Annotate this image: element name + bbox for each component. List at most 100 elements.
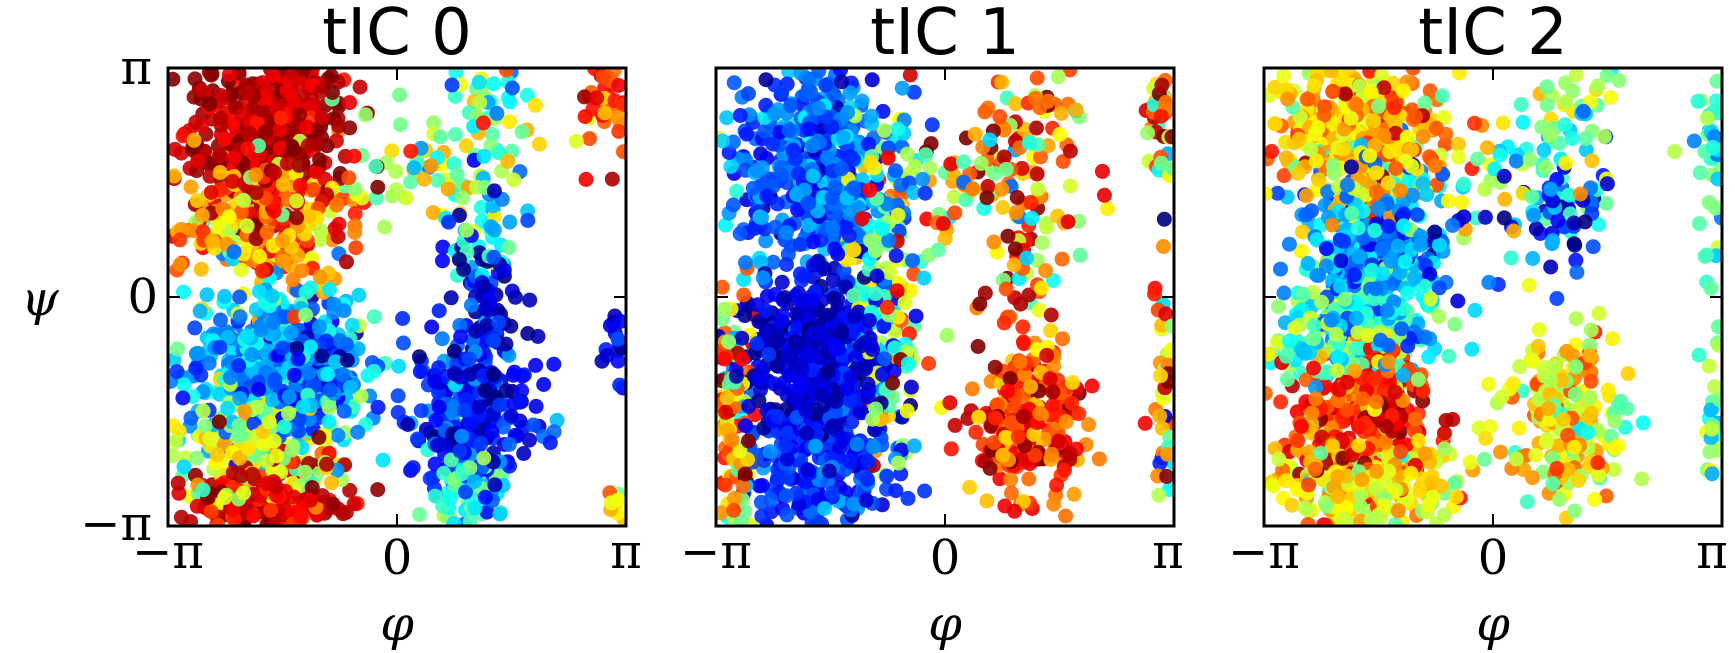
scatter-point bbox=[239, 328, 255, 344]
scatter-point bbox=[732, 108, 748, 123]
scatter-point bbox=[890, 207, 906, 223]
scatter-point bbox=[446, 516, 462, 526]
scatter-point bbox=[502, 94, 518, 110]
scatter-point bbox=[502, 114, 518, 130]
scatter-point bbox=[253, 322, 269, 338]
scatter-point bbox=[299, 119, 315, 135]
scatter-point bbox=[479, 504, 495, 520]
scatter-point bbox=[462, 351, 477, 367]
scatter-point bbox=[335, 366, 350, 382]
scatter-point bbox=[719, 110, 735, 126]
scatter-point bbox=[788, 151, 803, 167]
scatter-point bbox=[520, 212, 536, 228]
scatter-point bbox=[1033, 149, 1048, 165]
scatter-point bbox=[847, 308, 863, 324]
scatter-point bbox=[964, 381, 980, 397]
scatter-point bbox=[1062, 143, 1078, 159]
scatter-point bbox=[973, 155, 989, 171]
scatter-point bbox=[1159, 468, 1174, 484]
scatter-point bbox=[231, 418, 247, 434]
scatter-point bbox=[273, 110, 289, 126]
scatter-point bbox=[846, 242, 862, 258]
scatter-point bbox=[779, 257, 794, 272]
scatter-point bbox=[370, 179, 386, 195]
scatter-point bbox=[971, 409, 987, 425]
scatter-point bbox=[725, 134, 741, 150]
scatter-point bbox=[301, 366, 317, 381]
scatter-point bbox=[879, 299, 895, 315]
scatter-point bbox=[1635, 415, 1651, 431]
scatter-point bbox=[416, 171, 432, 187]
scatter-point bbox=[499, 68, 514, 78]
scatter-point bbox=[190, 153, 206, 169]
scatter-point bbox=[272, 140, 288, 156]
scatter-point bbox=[612, 377, 626, 393]
scatter-point bbox=[615, 97, 626, 113]
scatter-point bbox=[201, 355, 217, 371]
scatter-point bbox=[314, 488, 330, 504]
scatter-point bbox=[352, 79, 368, 95]
scatter-point bbox=[972, 296, 988, 312]
scatter-point bbox=[1476, 451, 1492, 467]
scatter-point bbox=[339, 254, 354, 270]
scatter-point bbox=[448, 68, 464, 80]
scatter-point bbox=[392, 117, 408, 133]
scatter-point bbox=[965, 181, 981, 197]
scatter-point bbox=[1045, 397, 1061, 413]
scatter-point bbox=[327, 221, 343, 237]
scatter-point bbox=[305, 182, 321, 198]
scatter-point bbox=[854, 405, 870, 421]
scatter-point bbox=[409, 431, 425, 447]
scatter-point bbox=[330, 427, 346, 443]
scatter-point bbox=[732, 226, 748, 242]
scatter-point bbox=[210, 219, 226, 235]
scatter-point bbox=[805, 168, 821, 184]
scatter-point bbox=[348, 240, 364, 256]
scatter-point bbox=[467, 500, 483, 516]
scatter-point bbox=[826, 418, 841, 434]
panel-tic-1: tIC 1 −π 0 π φ bbox=[680, 0, 1184, 652]
scatter-point bbox=[799, 425, 815, 441]
scatter-point bbox=[726, 502, 742, 518]
scatter-point bbox=[342, 380, 358, 395]
scatter-point bbox=[724, 432, 740, 448]
scatter-point bbox=[353, 388, 369, 404]
scatter-point bbox=[297, 464, 313, 480]
scatter-point bbox=[486, 76, 502, 92]
scatter-point bbox=[431, 399, 447, 415]
scatter-point bbox=[168, 71, 181, 87]
scatter-point bbox=[798, 403, 814, 418]
scatter-point bbox=[258, 124, 273, 140]
scatter-point bbox=[1598, 195, 1614, 211]
scatter-point bbox=[1701, 358, 1717, 374]
scatter-point bbox=[728, 368, 744, 384]
scatter-point bbox=[958, 192, 974, 208]
scatter-point bbox=[801, 195, 817, 211]
scatter-point bbox=[188, 114, 204, 130]
scatter-point bbox=[210, 517, 226, 526]
scatter-point bbox=[413, 403, 429, 419]
scatter-point bbox=[294, 263, 310, 279]
scatter-point bbox=[781, 68, 797, 79]
scatter-point bbox=[943, 156, 959, 172]
scatter-point bbox=[240, 141, 256, 157]
scatter-point bbox=[994, 181, 1010, 197]
scatter-point bbox=[805, 234, 821, 250]
scatter-point bbox=[924, 117, 940, 133]
scatter-point bbox=[717, 301, 733, 317]
scatter-point bbox=[1002, 371, 1018, 386]
scatter-point bbox=[265, 68, 281, 84]
scatter-point bbox=[737, 308, 753, 324]
scatter-point bbox=[266, 433, 282, 449]
scatter-point bbox=[842, 392, 858, 408]
scatter-point bbox=[774, 167, 790, 183]
scatter-point bbox=[400, 417, 416, 432]
scatter-point bbox=[275, 340, 290, 356]
scatter-point bbox=[791, 335, 807, 351]
scatter-point bbox=[854, 93, 870, 109]
scatter-point bbox=[254, 102, 270, 118]
scatter-point bbox=[1042, 371, 1058, 387]
scatter-point bbox=[716, 279, 730, 295]
scatter-point bbox=[1032, 405, 1048, 421]
scatter-point bbox=[351, 287, 367, 303]
